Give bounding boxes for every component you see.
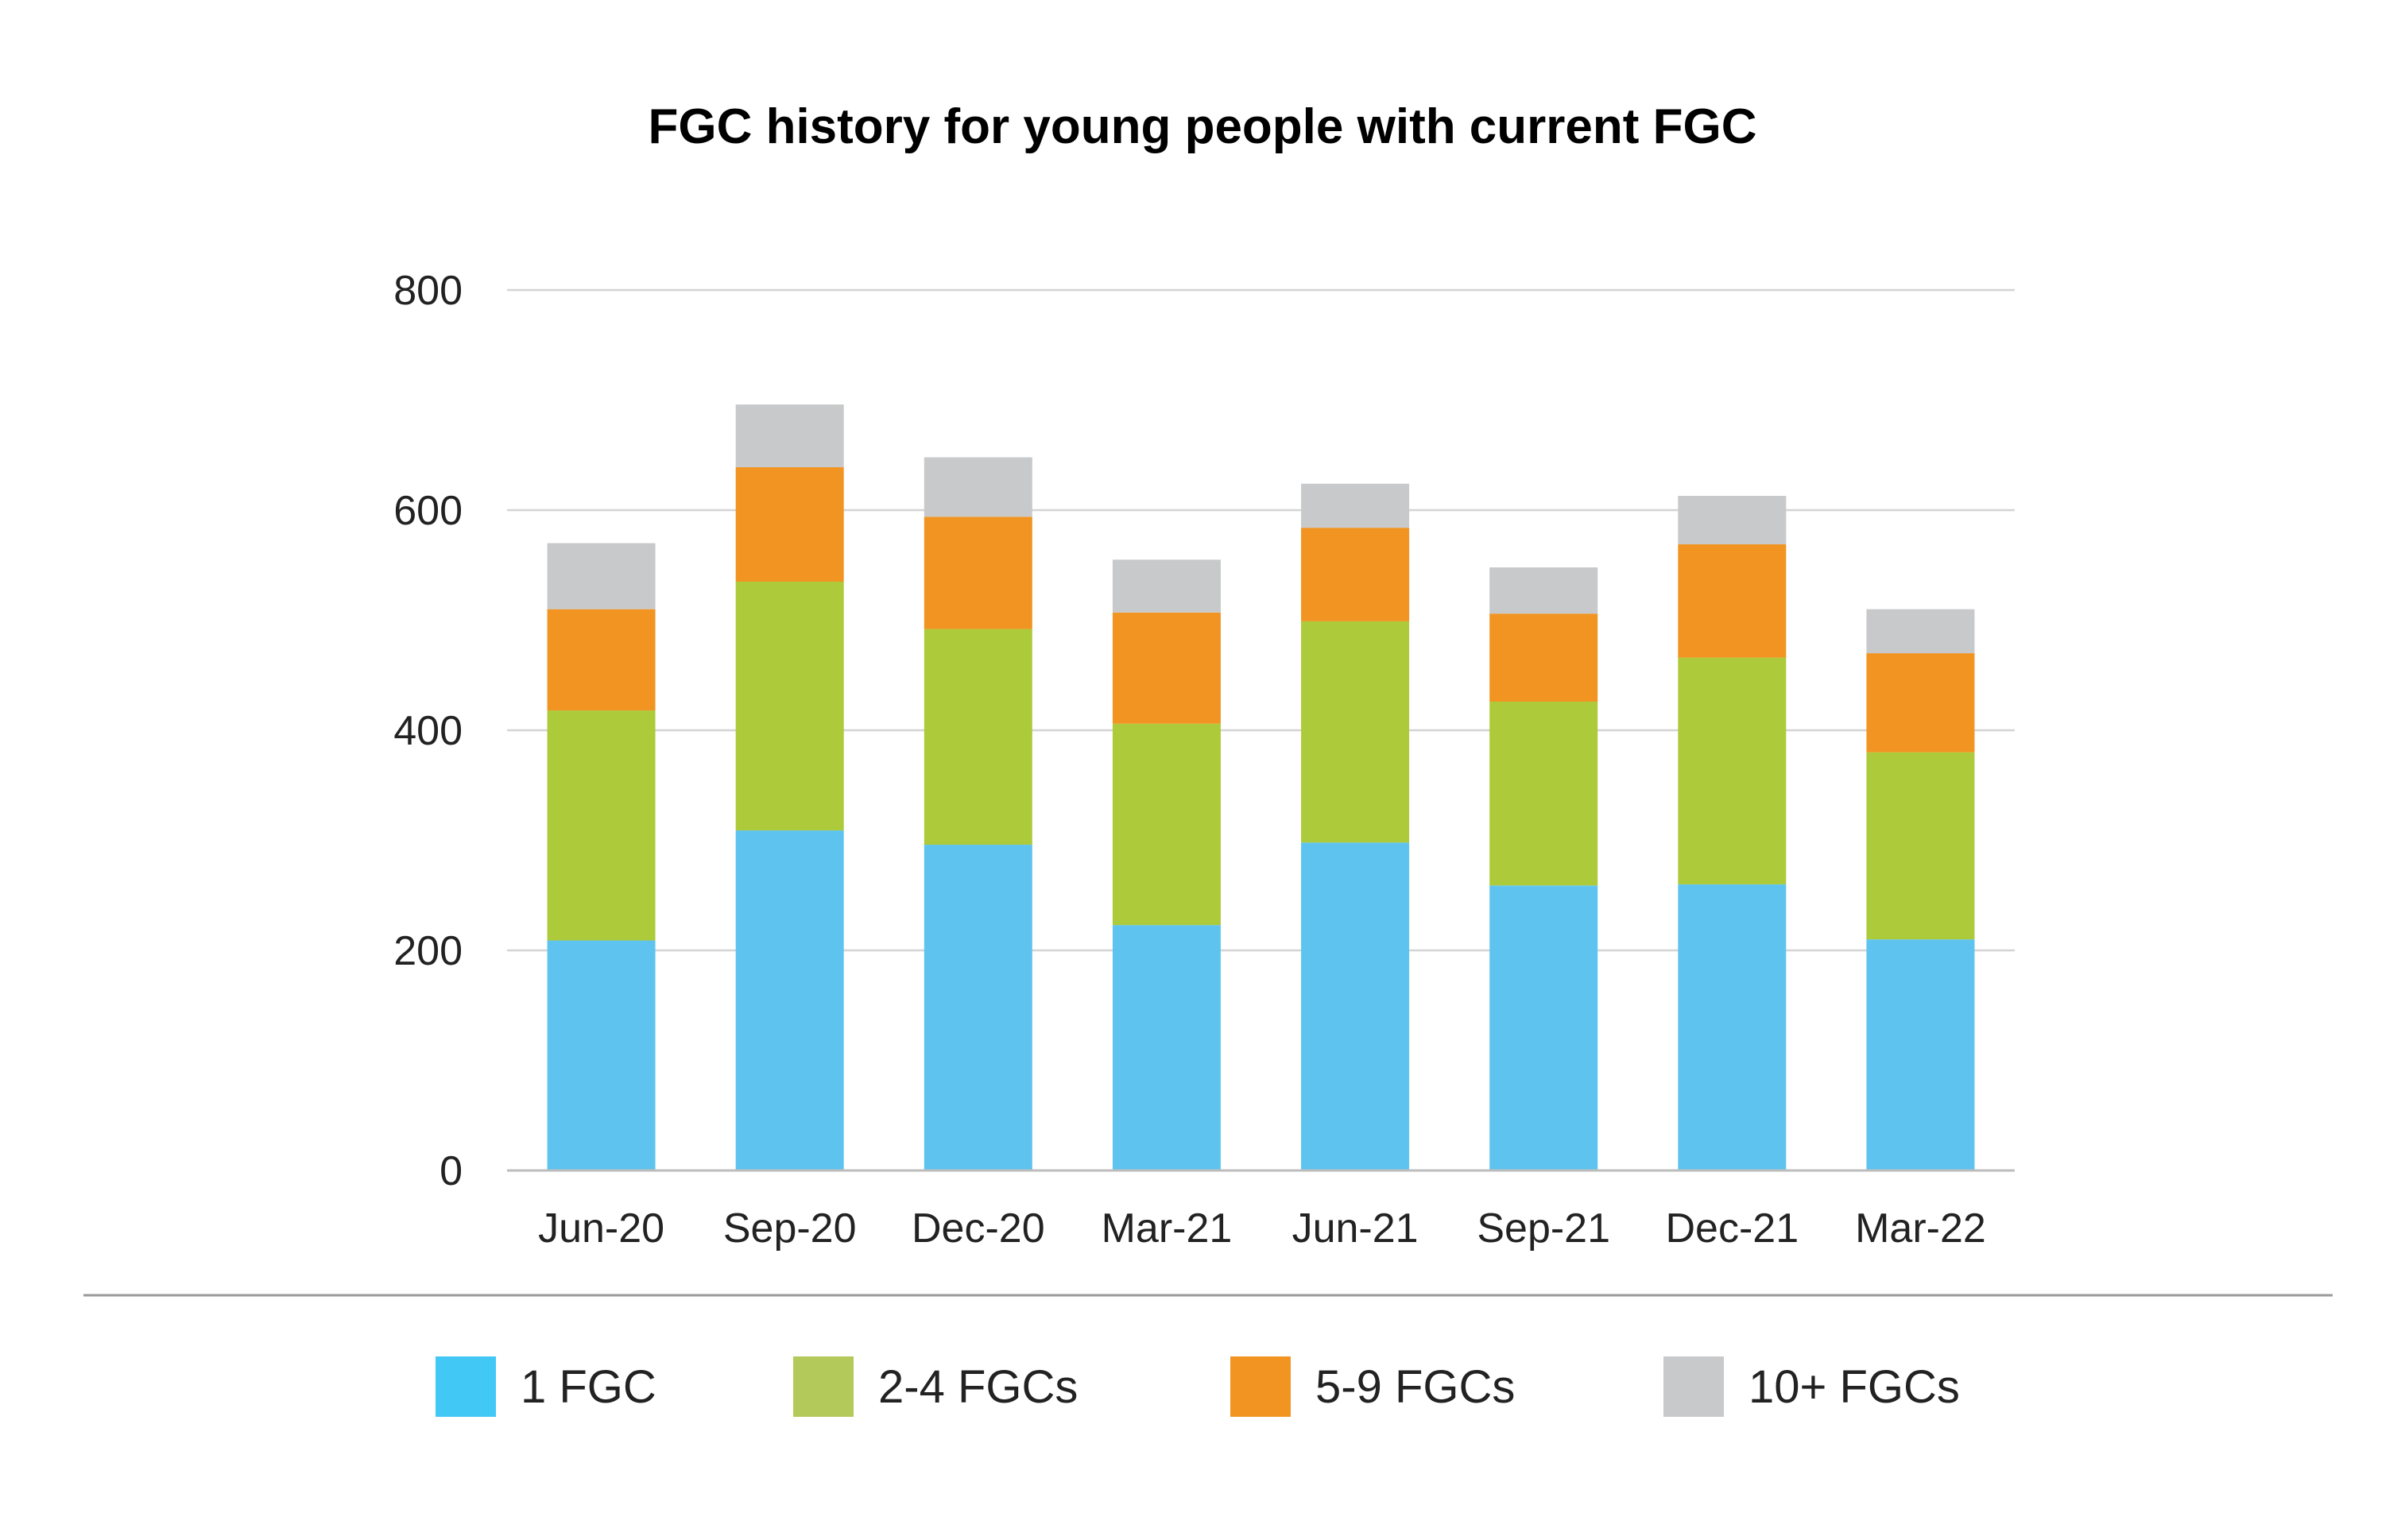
bar-segment-1-fgc-dec-20 <box>924 845 1032 1170</box>
bar-segment-2-4-fgcs-sep-20 <box>735 582 844 831</box>
bar-segment-10-fgcs-mar-21 <box>1112 559 1221 613</box>
bar-segment-1-fgc-jun-20 <box>547 940 656 1170</box>
bar-segment-5-9-fgcs-jun-21 <box>1301 528 1410 621</box>
bars <box>547 404 1975 1170</box>
bar-segment-1-fgc-jun-21 <box>1301 842 1410 1170</box>
gridlines <box>507 288 2015 952</box>
y-tick-label: 400 <box>393 708 463 754</box>
legend-label: 1 FGC <box>521 1361 656 1413</box>
legend-swatch <box>436 1356 496 1417</box>
legend-label: 10+ FGCs <box>1748 1361 1960 1413</box>
bar-segment-5-9-fgcs-mar-21 <box>1112 612 1221 724</box>
bar-segment-5-9-fgcs-sep-20 <box>735 466 844 582</box>
bar-segment-5-9-fgcs-dec-21 <box>1678 544 1787 658</box>
x-tick-label: Mar-21 <box>1102 1205 1233 1252</box>
y-tick-label: 200 <box>393 928 463 974</box>
bar-segment-10-fgcs-sep-21 <box>1489 567 1598 614</box>
bar-segment-2-4-fgcs-jun-21 <box>1301 621 1410 843</box>
legend-label: 2-4 FGCs <box>878 1361 1078 1413</box>
x-tick-label: Sep-21 <box>1477 1205 1610 1252</box>
bar-segment-1-fgc-mar-22 <box>1866 939 1975 1170</box>
legend-item: 2-4 FGCs <box>793 1356 1078 1417</box>
bar-segment-1-fgc-dec-21 <box>1678 884 1787 1170</box>
bar-segment-2-4-fgcs-mar-22 <box>1866 752 1975 940</box>
legend: 1 FGC 2-4 FGCs 5-9 FGCs 10+ FGCs <box>436 1356 1960 1417</box>
x-tick-label: Dec-20 <box>912 1205 1045 1252</box>
legend-item: 10+ FGCs <box>1663 1356 1960 1417</box>
chart-title: FGC history for young people with curren… <box>648 99 1756 154</box>
bar-segment-2-4-fgcs-dec-21 <box>1678 657 1787 884</box>
bar-segment-5-9-fgcs-sep-21 <box>1489 613 1598 702</box>
bar-segment-2-4-fgcs-jun-20 <box>547 710 656 941</box>
x-tick-label: Jun-20 <box>538 1205 664 1252</box>
bar-segment-10-fgcs-jun-21 <box>1301 483 1410 528</box>
bar-segment-10-fgcs-jun-20 <box>547 543 656 609</box>
bar-segment-10-fgcs-dec-21 <box>1678 495 1787 544</box>
y-tick-label: 600 <box>393 488 463 534</box>
x-tick-label: Dec-21 <box>1665 1205 1799 1252</box>
legend-swatch <box>793 1356 854 1417</box>
x-tick-label: Mar-22 <box>1855 1205 1986 1252</box>
legend-swatch <box>1230 1356 1291 1417</box>
legend-item: 5-9 FGCs <box>1230 1356 1515 1417</box>
y-tick-label: 0 <box>440 1148 463 1194</box>
bar-segment-5-9-fgcs-mar-22 <box>1866 653 1975 753</box>
bar-segment-10-fgcs-sep-20 <box>735 404 844 467</box>
bar-segment-5-9-fgcs-jun-20 <box>547 609 656 711</box>
bar-segment-1-fgc-sep-20 <box>735 830 844 1170</box>
bar-segment-5-9-fgcs-dec-20 <box>924 517 1032 629</box>
x-tick-label: Sep-20 <box>723 1205 857 1252</box>
bar-segment-1-fgc-mar-21 <box>1112 925 1221 1170</box>
x-axis-tick-labels: Jun-20 Sep-20 Dec-20 Mar-21 Jun-21 Sep-21 Dec-… <box>538 1205 1986 1252</box>
bar-segment-1-fgc-sep-21 <box>1489 885 1598 1170</box>
x-tick-label: Jun-21 <box>1292 1205 1419 1252</box>
bar-segment-10-fgcs-dec-20 <box>924 457 1032 517</box>
y-tick-label: 800 <box>393 268 463 314</box>
bar-segment-2-4-fgcs-dec-20 <box>924 629 1032 845</box>
legend-label: 5-9 FGCs <box>1315 1361 1515 1413</box>
y-axis-tick-labels: 0 200 400 600 800 <box>393 268 463 1194</box>
legend-item: 1 FGC <box>436 1356 656 1417</box>
bar-segment-10-fgcs-mar-22 <box>1866 609 1975 654</box>
bar-segment-2-4-fgcs-mar-21 <box>1112 723 1221 926</box>
legend-swatch <box>1663 1356 1724 1417</box>
bar-segment-2-4-fgcs-sep-21 <box>1489 701 1598 886</box>
